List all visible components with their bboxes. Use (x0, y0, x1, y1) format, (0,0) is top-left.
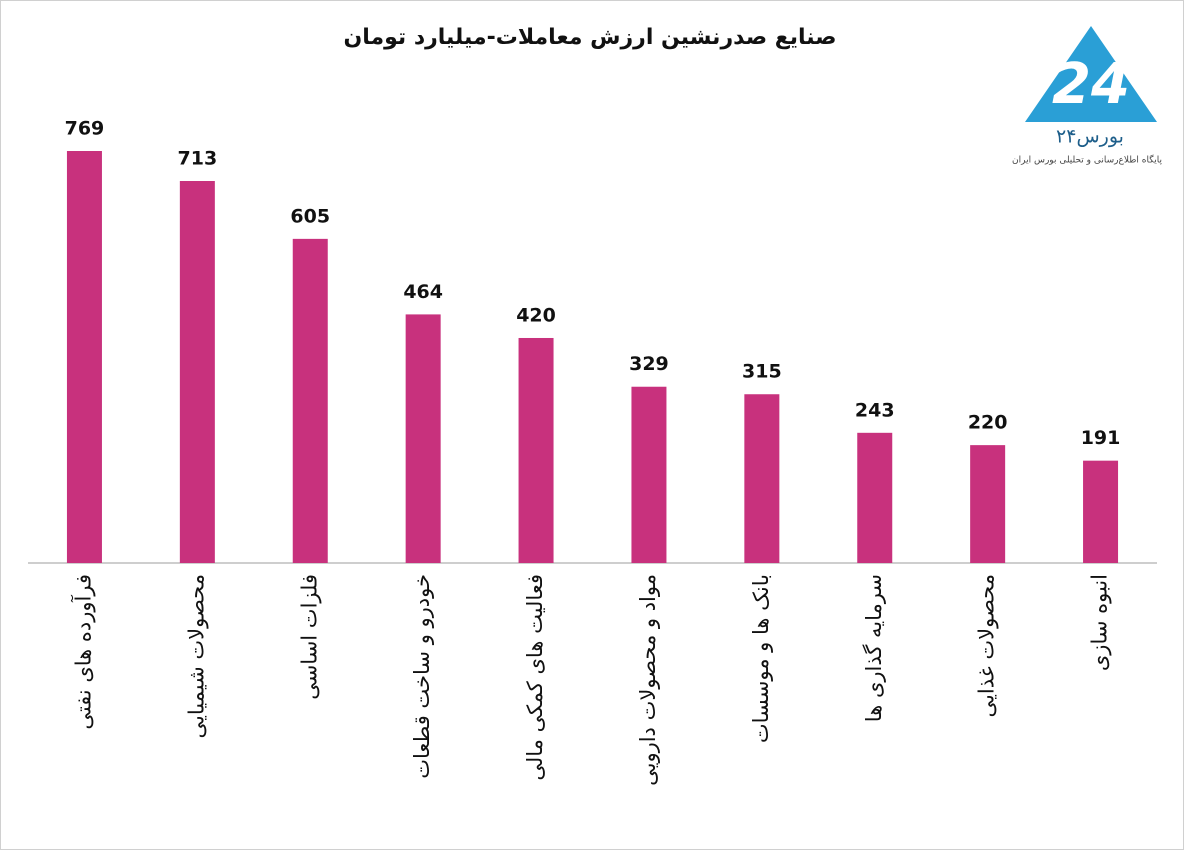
data-label: 464 (403, 281, 443, 303)
logo-triangle (1025, 26, 1157, 122)
x-tick-label: فلزات اساسی (297, 574, 321, 700)
x-tick-label: بانک ها و موسسات (749, 574, 773, 743)
x-tick-label: مواد و محصولات دارویی (636, 574, 660, 786)
bar (292, 238, 328, 564)
x-tick-label: محصولات شیمیایی (184, 574, 208, 738)
data-label: 315 (742, 361, 782, 383)
x-tick-label: انبوه سازی (1088, 574, 1112, 671)
logo-tagline: پایگاه اطلاع‌رسانی و تحلیلی بورس ایران (1012, 154, 1162, 166)
logo-name: بورس۲۴ (1056, 126, 1124, 148)
bar (405, 314, 441, 563)
x-tick-label: سرمایه گذاری ها (862, 574, 886, 722)
bar (744, 394, 780, 563)
bar (970, 445, 1006, 563)
x-tick-label: محصولات غذایی (975, 574, 999, 717)
chart-title: صنایع صدرنشین ارزش معاملات-میلیارد تومان (343, 25, 836, 50)
x-tick-label: خودرو و ساخت قطعات (410, 574, 434, 779)
data-label: 191 (1081, 427, 1121, 449)
data-label: 329 (629, 353, 669, 375)
bar (518, 337, 554, 563)
logo-mark: 24 (1052, 52, 1130, 117)
data-label: 769 (65, 118, 105, 140)
bar (631, 386, 667, 563)
bar (66, 151, 102, 563)
bar (1083, 460, 1119, 563)
data-label: 605 (290, 205, 330, 227)
logo: 24 بورس۲۴ پایگاه اطلاع‌رسانی و تحلیلی بو… (1012, 26, 1162, 166)
data-label: 713 (178, 148, 218, 170)
data-label: 420 (516, 304, 556, 326)
bar (179, 181, 215, 563)
bar (857, 432, 893, 563)
data-label: 220 (968, 412, 1008, 434)
x-tick-label: فعالیت های کمکی مالی (523, 574, 547, 781)
x-tick-label: فرآورده های نفتی (70, 574, 95, 730)
data-label: 243 (855, 399, 895, 421)
